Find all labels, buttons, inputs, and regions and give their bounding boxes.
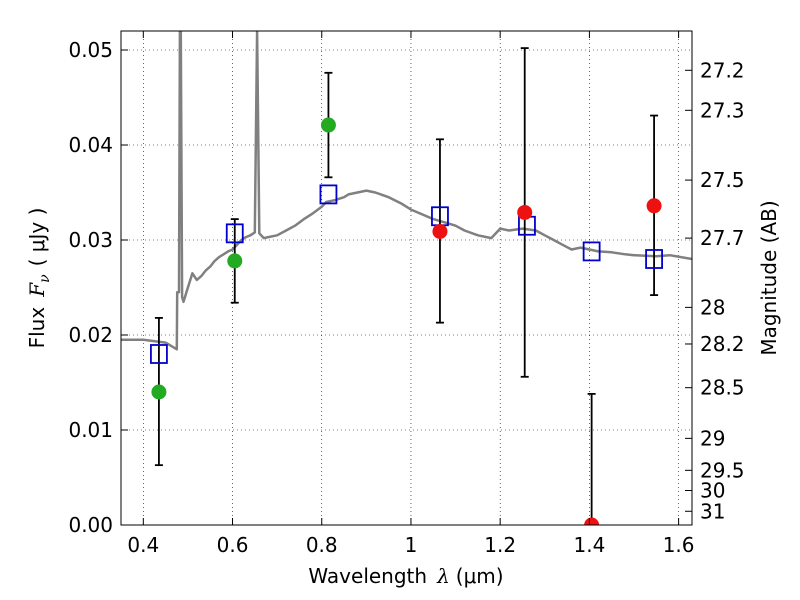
x-axis-label-symbol: λ <box>436 564 450 588</box>
x-tick-label: 1 <box>405 533 418 557</box>
magnitude-tick-label: 27.5 <box>700 168 745 192</box>
y-tick-label: 0.04 <box>68 133 113 157</box>
y-tick-label: 0.00 <box>68 513 113 537</box>
x-tick-label: 1.2 <box>484 533 516 557</box>
photometry-point <box>584 517 600 525</box>
x-axis-label: Wavelength λ (μm) <box>308 564 503 588</box>
magnitude-tick-label: 28.2 <box>700 332 745 356</box>
y-axis-label-unit: ( μJy ) <box>25 208 49 267</box>
magnitude-tick-label: 29.5 <box>700 458 745 482</box>
y-tick-label: 0.05 <box>68 38 113 62</box>
magnitude-tick-label: 28 <box>700 295 725 319</box>
y-axis-label-text: Flux <box>25 307 49 349</box>
photometry-point <box>432 223 448 239</box>
x-axis-ticks: 0.4 0.6 0.8 1 1.2 1.4 1.6 <box>127 31 695 557</box>
x-axis-label-unit: (μm) <box>456 564 504 588</box>
spectrum-line <box>121 31 692 351</box>
magnitude-tick-label: 27.7 <box>700 226 745 250</box>
x-tick-label: 0.6 <box>217 533 249 557</box>
y-axis-label-subscript: ν <box>37 274 53 283</box>
photometry-point <box>227 253 243 269</box>
model-photometry-square <box>582 241 601 262</box>
x-tick-label: 1.4 <box>573 533 605 557</box>
photometry-point <box>517 204 533 220</box>
marker-layer <box>150 117 663 525</box>
spectrum-layer <box>121 31 692 351</box>
magnitude-tick-label: 28.5 <box>700 376 745 400</box>
magnitude-tick-label: 27.3 <box>700 98 745 122</box>
y-axis-label-symbol: F <box>25 282 49 298</box>
x-tick-label: 0.8 <box>306 533 338 557</box>
y-tick-label: 0.01 <box>68 418 113 442</box>
magnitude-tick-label: 27.2 <box>700 58 745 82</box>
magnitude-axis-label: Magnitude (AB) <box>757 200 781 355</box>
photometry-point <box>151 384 167 400</box>
x-tick-label: 0.4 <box>127 533 159 557</box>
photometry-point <box>320 117 336 133</box>
model-photometry-square <box>319 184 338 205</box>
y-tick-label: 0.03 <box>68 228 113 252</box>
model-photometry-square <box>645 249 663 269</box>
y-axis-ticks: 0.00 0.01 0.02 0.03 0.04 0.05 <box>68 38 128 537</box>
magnitude-tick-label: 30 <box>700 479 725 503</box>
plot-frame <box>120 30 693 526</box>
x-tick-label: 1.6 <box>663 533 695 557</box>
magnitude-tick-label: 31 <box>700 499 725 523</box>
photometry-point <box>646 198 662 214</box>
x-axis-label-text: Wavelength <box>308 564 427 588</box>
model-photometry-square <box>150 344 168 364</box>
y-axis-label: Flux Fν ( μJy ) <box>25 208 53 349</box>
model-photometry-square <box>225 223 244 244</box>
magnitude-tick-label: 29 <box>700 426 725 450</box>
y-tick-label: 0.02 <box>68 323 113 347</box>
